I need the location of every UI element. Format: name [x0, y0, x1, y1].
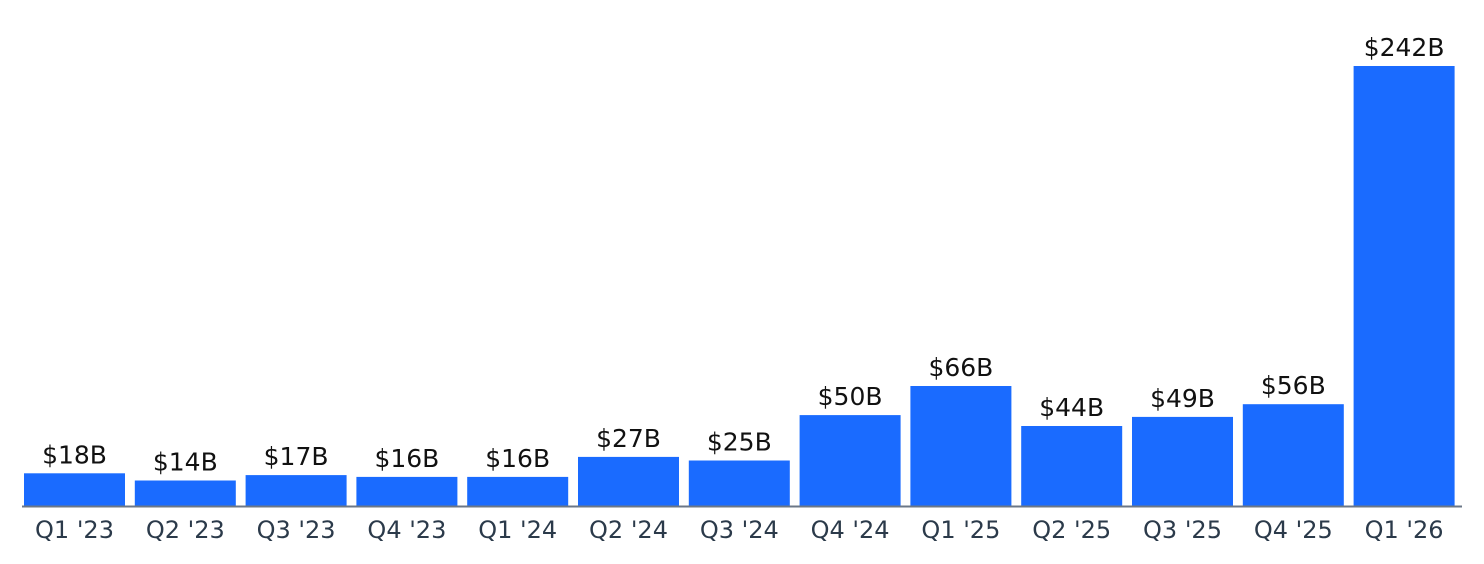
bar-value-label: $50B: [818, 382, 883, 411]
bar-8: [910, 386, 1012, 506]
x-tick-label: Q4 '25: [1254, 516, 1333, 544]
bar-5: [578, 456, 679, 506]
bar-7: [799, 415, 901, 506]
bar-value-label: $27B: [596, 424, 661, 453]
bar-value-label: $242B: [1364, 33, 1445, 62]
x-tick-label: Q4 '23: [367, 516, 446, 544]
x-tick-labels-group: Q1 '23 Q2 '23 Q3 '23 Q4 '23 Q1 '24 Q2 '24 Q3 '…: [35, 516, 1444, 544]
x-tick-label: Q2 '24: [589, 516, 668, 544]
x-tick-label: Q3 '24: [700, 516, 779, 544]
x-tick-label: Q2 '23: [146, 516, 225, 544]
bar-value-label: $16B: [374, 444, 439, 473]
bar-11: [1242, 404, 1344, 506]
x-tick-label: Q1 '25: [921, 516, 1000, 544]
bar-value-label: $14B: [153, 448, 218, 477]
x-tick-label: Q1 '24: [478, 516, 557, 544]
value-labels-group: $18B $14B $17B $16B $16B $27B $25B $50B $66B $44B…: [42, 33, 1444, 477]
bar-value-label: $49B: [1150, 384, 1215, 413]
bar-value-label: $44B: [1039, 393, 1104, 422]
bar-4: [467, 476, 569, 506]
x-tick-label: Q1 '26: [1365, 516, 1444, 544]
bar-value-label: $18B: [42, 440, 107, 469]
bar-9: [1021, 426, 1123, 506]
bar-value-label: $66B: [928, 353, 993, 382]
bar-value-label: $17B: [264, 442, 329, 471]
x-tick-label: Q4 '24: [811, 516, 890, 544]
bar-10: [1132, 416, 1233, 506]
bar-1: [134, 480, 236, 506]
bar-0: [24, 473, 125, 506]
x-tick-label: Q3 '25: [1143, 516, 1222, 544]
bars-group: [24, 66, 1455, 506]
x-tick-label: Q3 '23: [257, 516, 336, 544]
bar-6: [688, 460, 790, 506]
bar-value-label: $25B: [707, 428, 772, 457]
x-tick-label: Q1 '23: [35, 516, 114, 544]
bar-2: [245, 475, 347, 506]
x-tick-label: Q2 '25: [1032, 516, 1111, 544]
bar-12: [1353, 66, 1455, 506]
bar-3: [356, 476, 458, 506]
bar-value-label: $56B: [1261, 371, 1326, 400]
bar-value-label: $16B: [485, 444, 550, 473]
